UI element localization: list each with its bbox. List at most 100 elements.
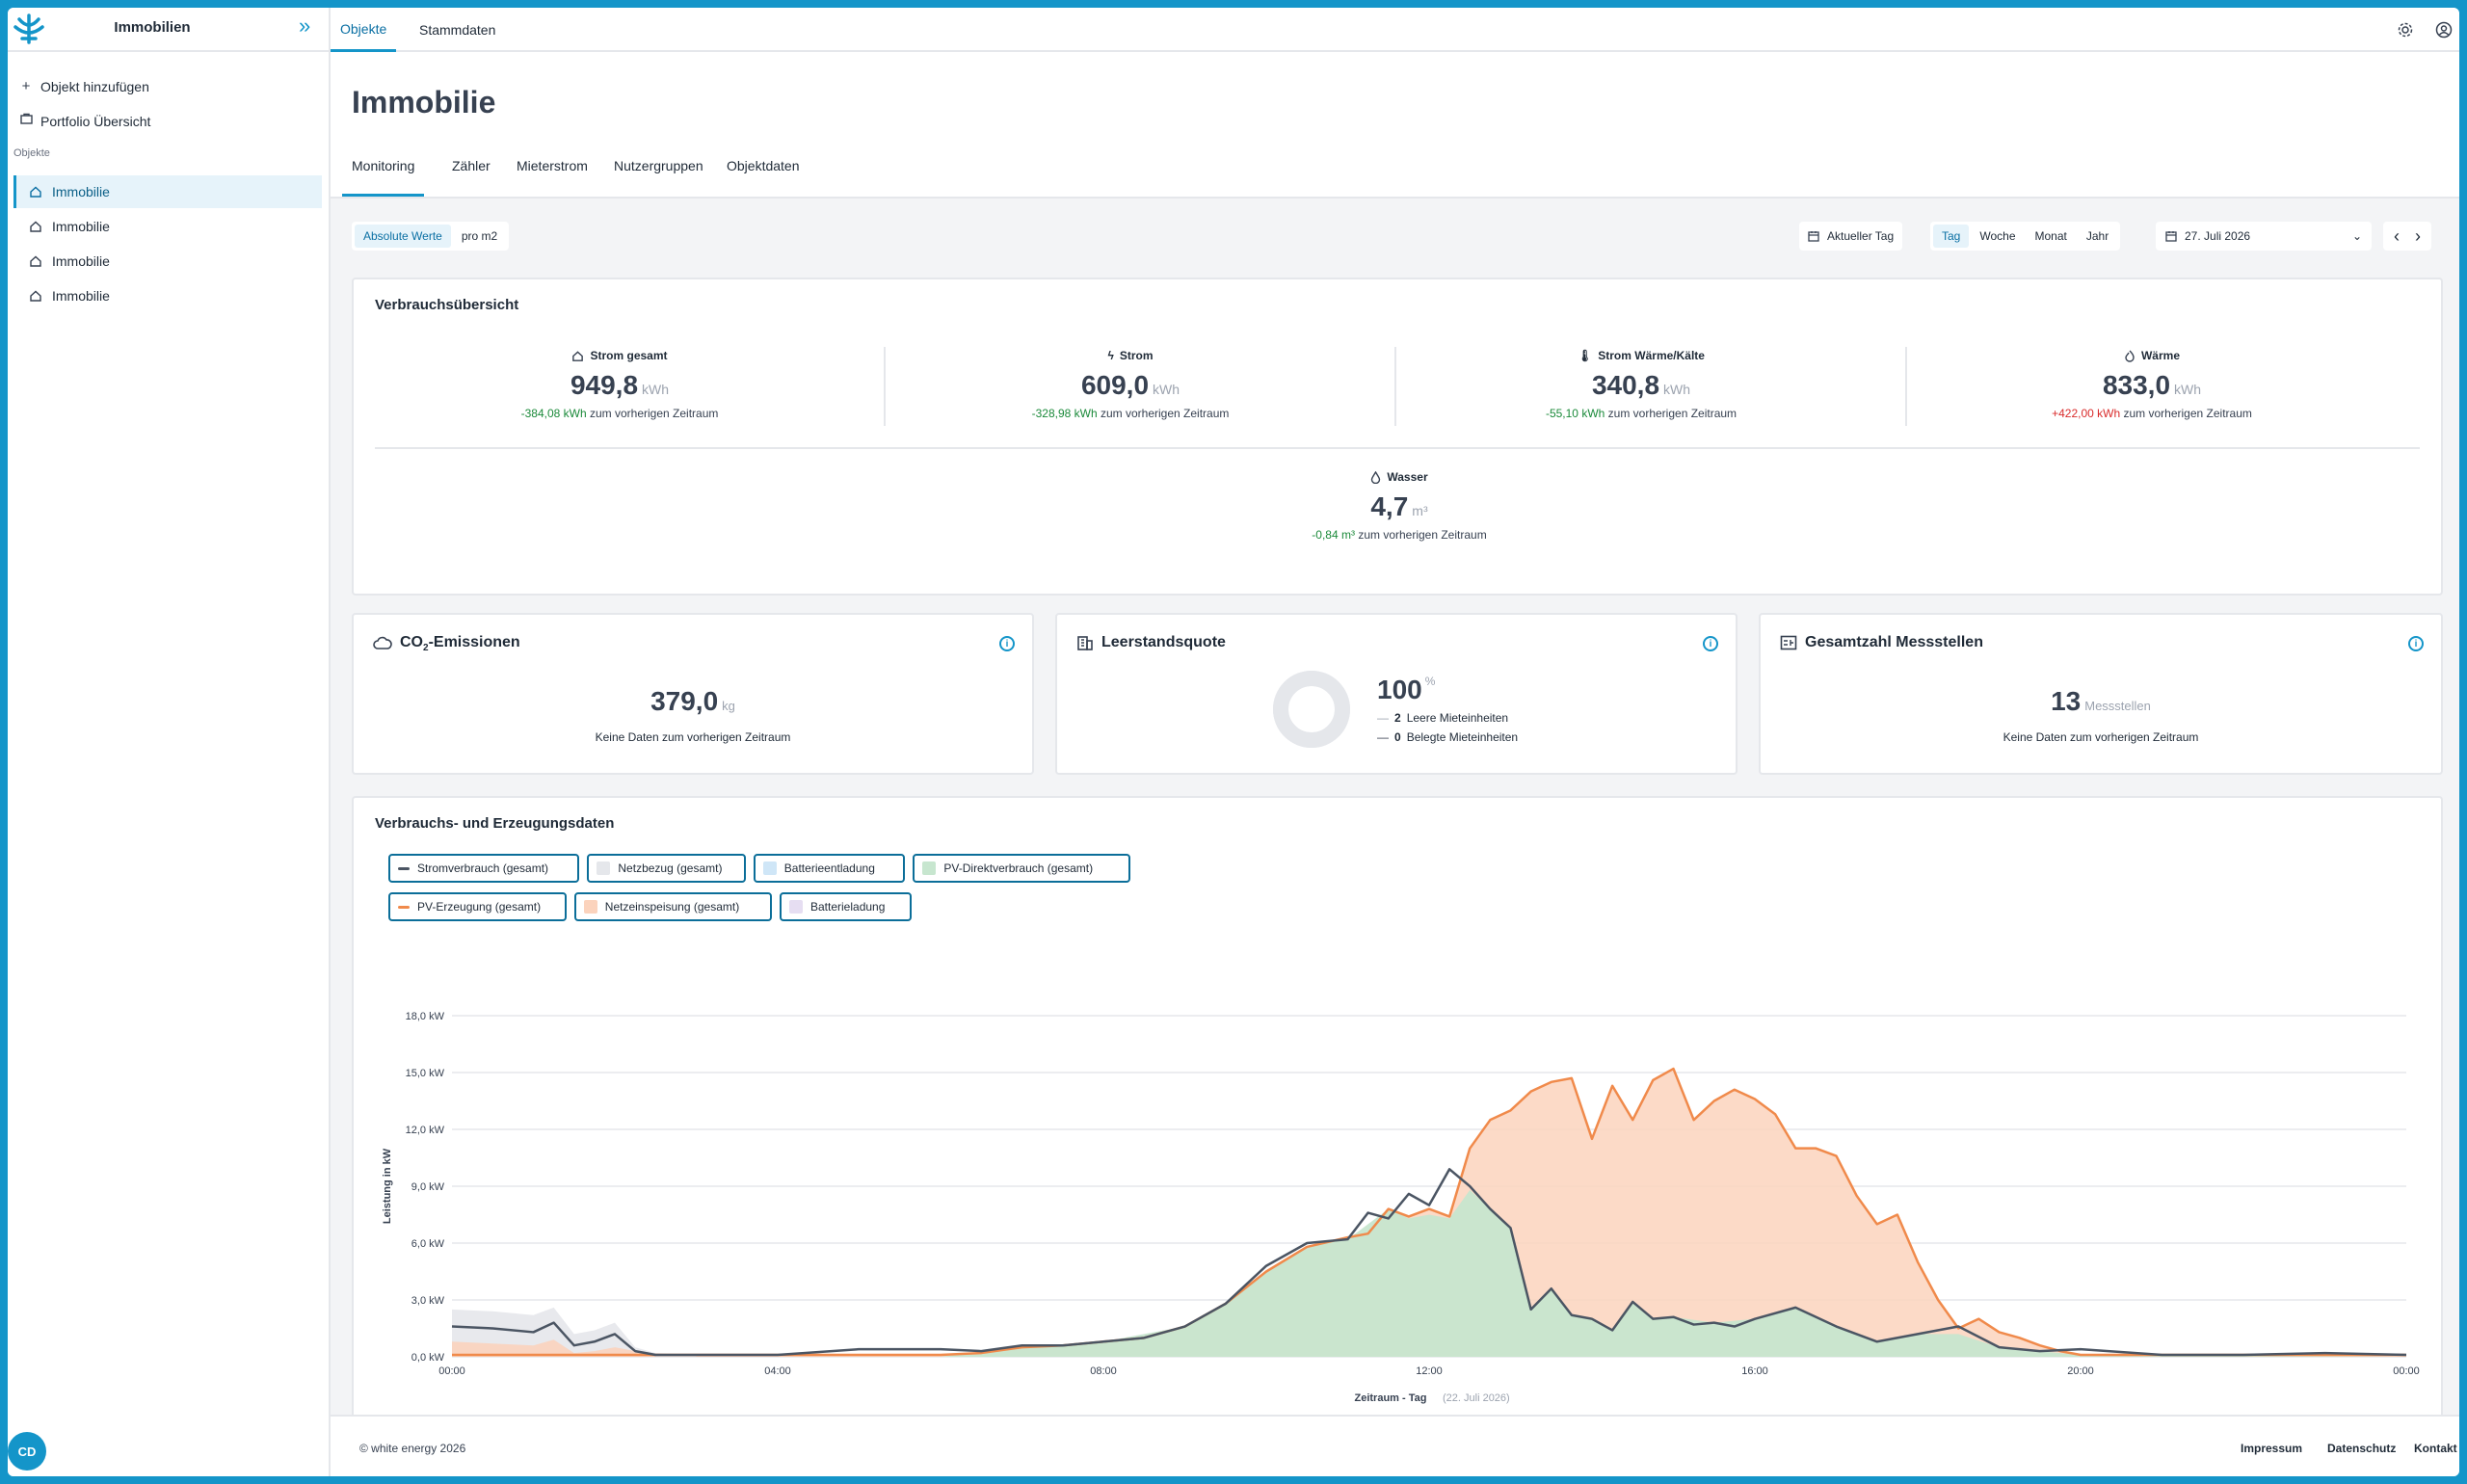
occupied-label: Belegte Mieteinheiten	[1406, 730, 1519, 744]
kpi-strom-gesamt: Strom gesamt 949,8 kWh -384,08 kWh zum vo…	[427, 349, 812, 420]
consumption-generation-chart: 0,0 kW 3,0 kW 6,0 kW 9,0 kW 12,0 kW 15,0 kW 18…	[382, 1011, 2420, 1404]
legend-item[interactable]: Stromverbrauch (gesamt)	[388, 854, 580, 883]
user-account-icon[interactable]	[2435, 21, 2453, 39]
previous-date-icon[interactable]: ‹	[2394, 225, 2400, 246]
period-week[interactable]: Woche	[1979, 229, 2016, 243]
tab-monitoring[interactable]: Monitoring	[342, 158, 425, 197]
vacancy-value-row: 100%	[1377, 675, 1435, 705]
portfolio-icon	[19, 113, 33, 129]
gear-icon[interactable]	[2397, 21, 2414, 39]
period-year[interactable]: Jahr	[2085, 229, 2109, 243]
legend-label: Netzeinspeisung (gesamt)	[604, 900, 740, 914]
x-tick-label: 00:00	[2393, 1365, 2420, 1377]
kpi-unit: kWh	[1153, 382, 1180, 397]
measuring-points-card: Gesamtzahl Messstellen i 13 Messstellen K…	[1759, 613, 2443, 775]
page-header: Immobilie Monitoring Zähler Mieterstrom …	[331, 52, 2459, 199]
drop-icon	[1371, 470, 1381, 484]
tab-zaehler[interactable]: Zähler	[452, 158, 491, 173]
home-icon	[30, 186, 41, 198]
consumption-overview-card: Verbrauchsübersicht Strom gesamt 949,8 kW…	[352, 278, 2443, 596]
absolute-values-option[interactable]: Absolute Werte	[355, 225, 451, 248]
y-tick-label: 0,0 kW	[411, 1352, 445, 1364]
legend-label: Batterieladung	[810, 900, 886, 914]
tab-stammdaten[interactable]: Stammdaten	[419, 22, 496, 38]
tab-objektdaten[interactable]: Objektdaten	[727, 158, 800, 173]
impressum-link[interactable]: Impressum	[2241, 1442, 2303, 1455]
sidebar-title: Immobilien	[114, 19, 191, 36]
datenschutz-link[interactable]: Datenschutz	[2327, 1442, 2397, 1455]
co2-emissions-card: CO2-Emissionen i 379,0 kg Keine Daten zum…	[352, 613, 1034, 775]
co2-value-row: 379,0 kg	[354, 686, 1032, 717]
pv-direct-consumption-area	[452, 1189, 2406, 1357]
period-day[interactable]: Tag	[1933, 225, 1970, 248]
legend-swatch	[583, 900, 597, 914]
x-tick-label: 00:00	[438, 1365, 465, 1377]
consumption-generation-chart-card: Verbrauchs- und Erzeugungsdaten Stromver…	[352, 796, 2443, 1447]
sidebar-item-immobilie-3[interactable]: Immobilie	[13, 245, 322, 278]
cookie-settings-button[interactable]: CD	[8, 1432, 46, 1471]
kpi-delta-note: zum vorherigen Zeitraum	[1358, 528, 1487, 542]
sidebar-item-immobilie-2[interactable]: Immobilie	[13, 210, 322, 243]
legend-item[interactable]: PV-Erzeugung (gesamt)	[388, 892, 567, 921]
tab-mieterstrom[interactable]: Mieterstrom	[517, 158, 588, 173]
kpi-label: Strom gesamt	[590, 349, 668, 362]
home-icon	[30, 290, 41, 302]
y-tick-label: 6,0 kW	[411, 1238, 445, 1250]
white-energy-logo[interactable]	[10, 10, 48, 48]
vacancy-title-row: Leerstandsquote	[1076, 634, 1226, 651]
kpi-value: 609,0	[1080, 370, 1150, 400]
next-date-icon[interactable]: ›	[2415, 225, 2421, 246]
legend-label: Stromverbrauch (gesamt)	[417, 861, 549, 875]
legend-item[interactable]: PV-Direktverbrauch (gesamt)	[913, 854, 1130, 883]
x-tick-label: 08:00	[1090, 1365, 1117, 1377]
legend-item[interactable]: Batterieentladung	[753, 854, 906, 883]
legend-item[interactable]: Netzbezug (gesamt)	[587, 854, 746, 883]
co2-note: Keine Daten zum vorherigen Zeitraum	[595, 730, 791, 744]
period-month[interactable]: Monat	[2034, 229, 2067, 243]
building-icon	[1077, 636, 1093, 650]
sidebar-item-label: Immobilie	[52, 184, 110, 199]
grid-feed-in-area	[452, 1069, 2406, 1357]
kpi-value: 949,8	[570, 370, 639, 400]
grid-feed-early-area	[452, 1339, 656, 1357]
occupied-count: 0	[1394, 730, 1401, 744]
sidebar-item-immobilie-1[interactable]: Immobilie	[13, 175, 322, 208]
tab-nutzergruppen[interactable]: Nutzergruppen	[614, 158, 703, 173]
tab-objekte[interactable]: Objekte	[331, 8, 397, 52]
sidebar-item-label: Immobilie	[52, 253, 110, 269]
info-icon[interactable]: i	[2408, 636, 2424, 651]
info-icon[interactable]: i	[999, 636, 1015, 651]
vacancy-empty-row: —2 Leere Mieteinheiten	[1377, 711, 1509, 725]
info-icon[interactable]: i	[1703, 636, 1718, 651]
kontakt-link[interactable]: Kontakt	[2414, 1442, 2457, 1455]
vacancy-rate-card: Leerstandsquote i 100% —2 Leere Mieteinhe…	[1055, 613, 1738, 775]
current-day-button[interactable]: Aktueller Tag	[1799, 222, 1903, 251]
meters-title: Gesamtzahl Messstellen	[1805, 634, 1983, 650]
date-picker[interactable]: 27. Juli 2026 ⌄	[2156, 222, 2372, 251]
donut-vacant-arc	[1273, 671, 1350, 748]
legend-item[interactable]: Batterieladung	[780, 892, 913, 921]
y-axis-label: Leistung in kW	[382, 1148, 393, 1224]
home-icon	[30, 221, 41, 232]
page-title: Immobilie	[352, 85, 496, 119]
kpi-unit: kWh	[1663, 382, 1691, 397]
legend-swatch	[789, 900, 803, 914]
collapse-sidebar-icon[interactable]: »	[299, 13, 311, 38]
x-axis-label: Zeitraum - Tag	[1355, 1392, 1427, 1404]
objects-section-label: Objekte	[13, 147, 50, 159]
portfolio-overview-button[interactable]: Portfolio Übersicht	[19, 113, 150, 129]
per-m2-option[interactable]: pro m2	[461, 229, 498, 243]
x-tick-label: 20:00	[2067, 1365, 2094, 1377]
kpi-unit: kWh	[642, 382, 670, 397]
divider	[1905, 347, 1907, 426]
app-window: Immobilien » + Objekt hinzufügen Portfol…	[8, 8, 2459, 1476]
sidebar: Immobilien » + Objekt hinzufügen Portfol…	[8, 8, 331, 1476]
current-day-label: Aktueller Tag	[1827, 229, 1895, 243]
legend-label: Netzbezug (gesamt)	[618, 861, 723, 875]
legend-item[interactable]: Netzeinspeisung (gesamt)	[573, 892, 772, 921]
empty-count: 2	[1394, 711, 1401, 725]
sidebar-item-immobilie-4[interactable]: Immobilie	[13, 279, 322, 312]
add-object-button[interactable]: + Objekt hinzufügen	[19, 78, 149, 94]
kpi-label: Wärme	[2140, 349, 2180, 362]
add-object-label: Objekt hinzufügen	[40, 78, 149, 94]
